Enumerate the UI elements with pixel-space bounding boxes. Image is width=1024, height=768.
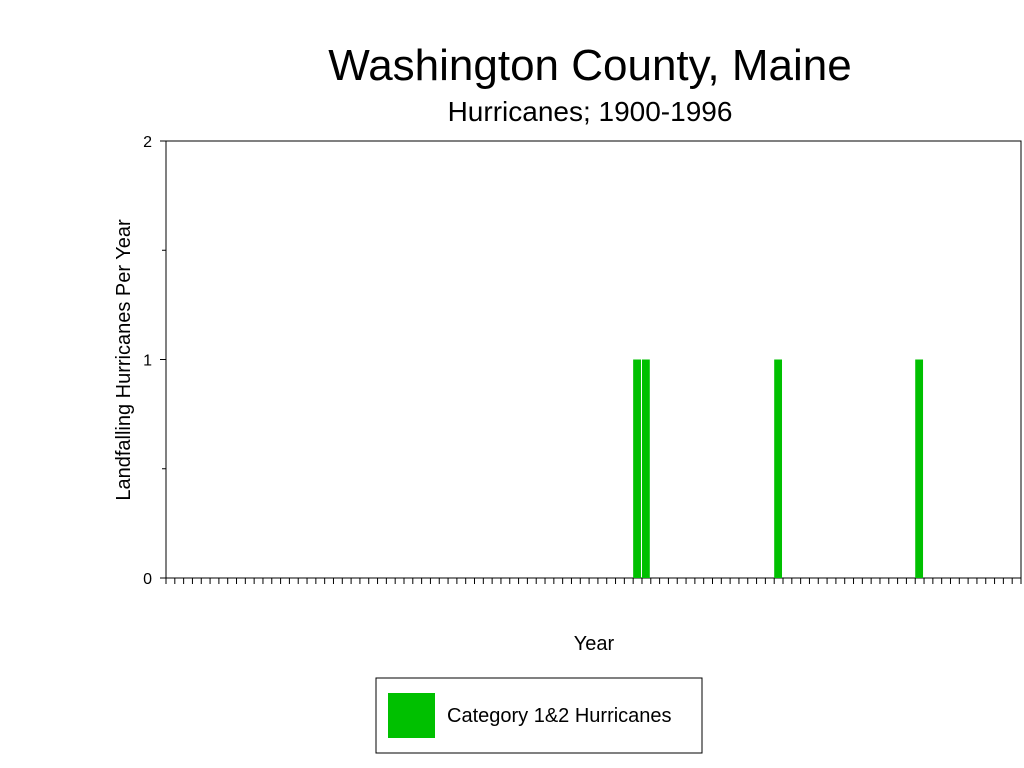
legend-label: Category 1&2 Hurricanes: [447, 705, 672, 727]
legend-swatch: [388, 693, 435, 738]
bars-layer: [633, 359, 924, 578]
y-tick-label-0: 0: [143, 571, 152, 588]
y-axis: 0 1 2: [143, 134, 166, 588]
bar-1953: [633, 359, 641, 578]
chart-subtitle: Hurricanes; 1900-1996: [448, 96, 733, 127]
chart-title: Washington County, Maine: [328, 41, 851, 90]
y-axis-title: Landfalling Hurricanes Per Year: [113, 219, 135, 501]
x-axis: [165, 578, 1022, 584]
y-tick-label-1: 1: [143, 353, 152, 370]
legend: Category 1&2 Hurricanes: [375, 677, 703, 754]
bar-1985: [915, 359, 924, 578]
bar-1969: [774, 359, 783, 578]
bar-1954: [641, 359, 650, 578]
plot-area: [165, 140, 1022, 579]
x-axis-title: Year: [574, 633, 615, 655]
y-tick-label-2: 2: [143, 134, 152, 151]
